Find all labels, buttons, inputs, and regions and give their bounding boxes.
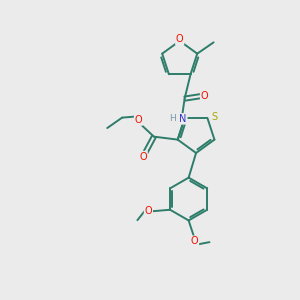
Text: O: O bbox=[201, 91, 208, 101]
Text: S: S bbox=[211, 112, 217, 122]
Text: O: O bbox=[176, 34, 184, 44]
Text: H: H bbox=[169, 114, 176, 123]
Text: O: O bbox=[140, 152, 147, 162]
Text: O: O bbox=[145, 206, 152, 216]
Text: O: O bbox=[191, 236, 198, 246]
Text: N: N bbox=[179, 114, 187, 124]
Text: O: O bbox=[135, 115, 142, 125]
